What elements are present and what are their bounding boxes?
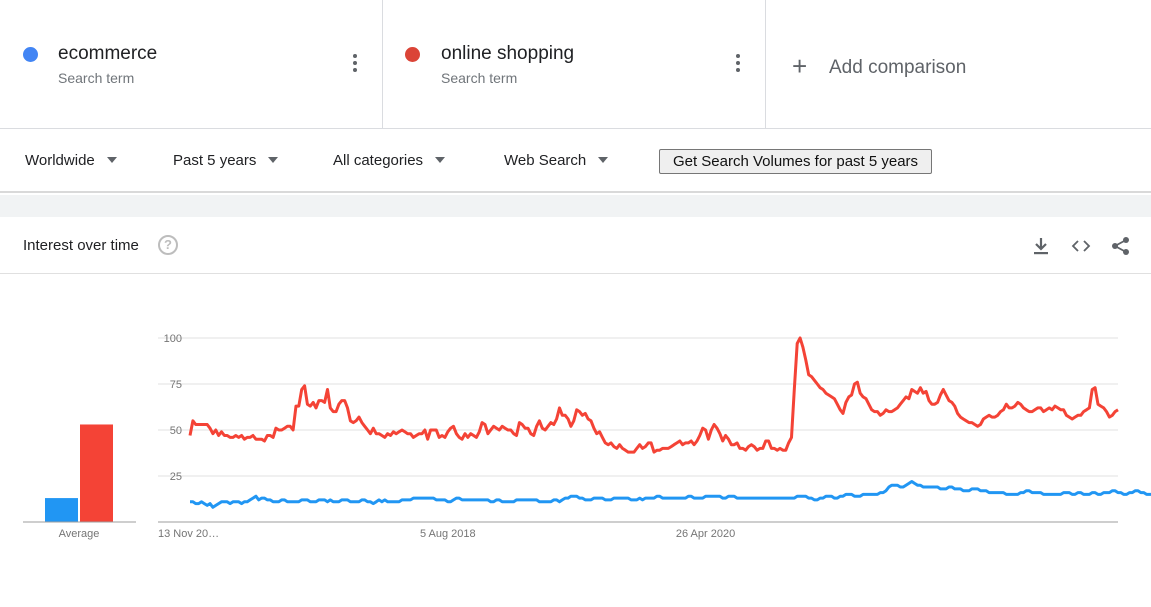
search-term-name[interactable]: ecommerce — [58, 43, 158, 64]
add-comparison-button[interactable]: + Add comparison — [766, 0, 1151, 128]
series-line-ecommerce — [190, 480, 1151, 509]
x-tick-label: 13 Nov 20… — [158, 528, 219, 540]
y-tick-label: 25 — [170, 471, 182, 483]
series-line-online-shopping — [188, 336, 1119, 454]
search-term-name[interactable]: online shopping — [441, 43, 575, 64]
x-tick-label: 5 Aug 2018 — [420, 528, 476, 540]
y-tick-label: 75 — [170, 379, 182, 391]
series-color-dot-icon — [23, 47, 38, 62]
time-range-value: Past 5 years — [173, 152, 257, 169]
average-bar-online-shopping — [80, 424, 113, 522]
chart-grid: 25 50 75 100 — [158, 333, 1118, 523]
get-search-volumes-button[interactable]: Get Search Volumes for past 5 years — [659, 149, 932, 174]
search-type-value: Web Search — [504, 152, 587, 169]
search-term-card-online-shopping[interactable]: online shopping Search term — [383, 0, 766, 128]
filter-bar: Worldwide Past 5 years All categories We… — [0, 129, 1151, 193]
y-tick-label: 100 — [164, 333, 182, 345]
x-axis-ticks: 13 Nov 20… 5 Aug 2018 26 Apr 2020 — [158, 528, 735, 540]
average-bar-ecommerce — [45, 498, 78, 522]
search-terms-bar: ecommerce Search term online shopping Se… — [0, 0, 1151, 129]
more-options-icon[interactable] — [352, 54, 358, 74]
share-icon[interactable] — [1110, 235, 1132, 257]
average-label: Average — [59, 528, 100, 540]
region-value: Worldwide — [25, 152, 95, 169]
x-tick-label: 26 Apr 2020 — [676, 528, 735, 540]
average-bars: Average — [23, 424, 136, 540]
plus-icon: + — [792, 51, 808, 81]
region-dropdown[interactable]: Worldwide — [25, 152, 117, 169]
category-value: All categories — [333, 152, 424, 169]
category-dropdown[interactable]: All categories — [333, 152, 446, 169]
y-tick-label: 50 — [170, 425, 182, 437]
chart-series — [188, 336, 1151, 509]
question-circle-icon[interactable]: ? — [158, 235, 178, 255]
time-range-dropdown[interactable]: Past 5 years — [173, 152, 279, 169]
caret-down-icon — [598, 157, 609, 163]
search-type-dropdown[interactable]: Web Search — [504, 152, 609, 169]
embed-code-icon[interactable] — [1070, 235, 1092, 257]
search-term-type: Search term — [441, 70, 518, 86]
more-options-icon[interactable] — [735, 54, 741, 74]
search-term-type: Search term — [58, 70, 135, 86]
series-color-dot-icon — [405, 47, 420, 62]
caret-down-icon — [435, 157, 446, 163]
interest-over-time-header: Interest over time ? — [0, 217, 1151, 274]
interest-over-time-chart: Average 25 50 75 100 13 Nov 20… 5 Aug 2018 26… — [23, 333, 1151, 540]
section-divider — [0, 195, 1151, 217]
download-icon[interactable] — [1030, 235, 1052, 257]
caret-down-icon — [106, 157, 117, 163]
add-comparison-label: Add comparison — [829, 57, 967, 78]
card-title: Interest over time — [23, 237, 139, 254]
search-term-card-ecommerce[interactable]: ecommerce Search term — [0, 0, 383, 128]
caret-down-icon — [268, 157, 279, 163]
